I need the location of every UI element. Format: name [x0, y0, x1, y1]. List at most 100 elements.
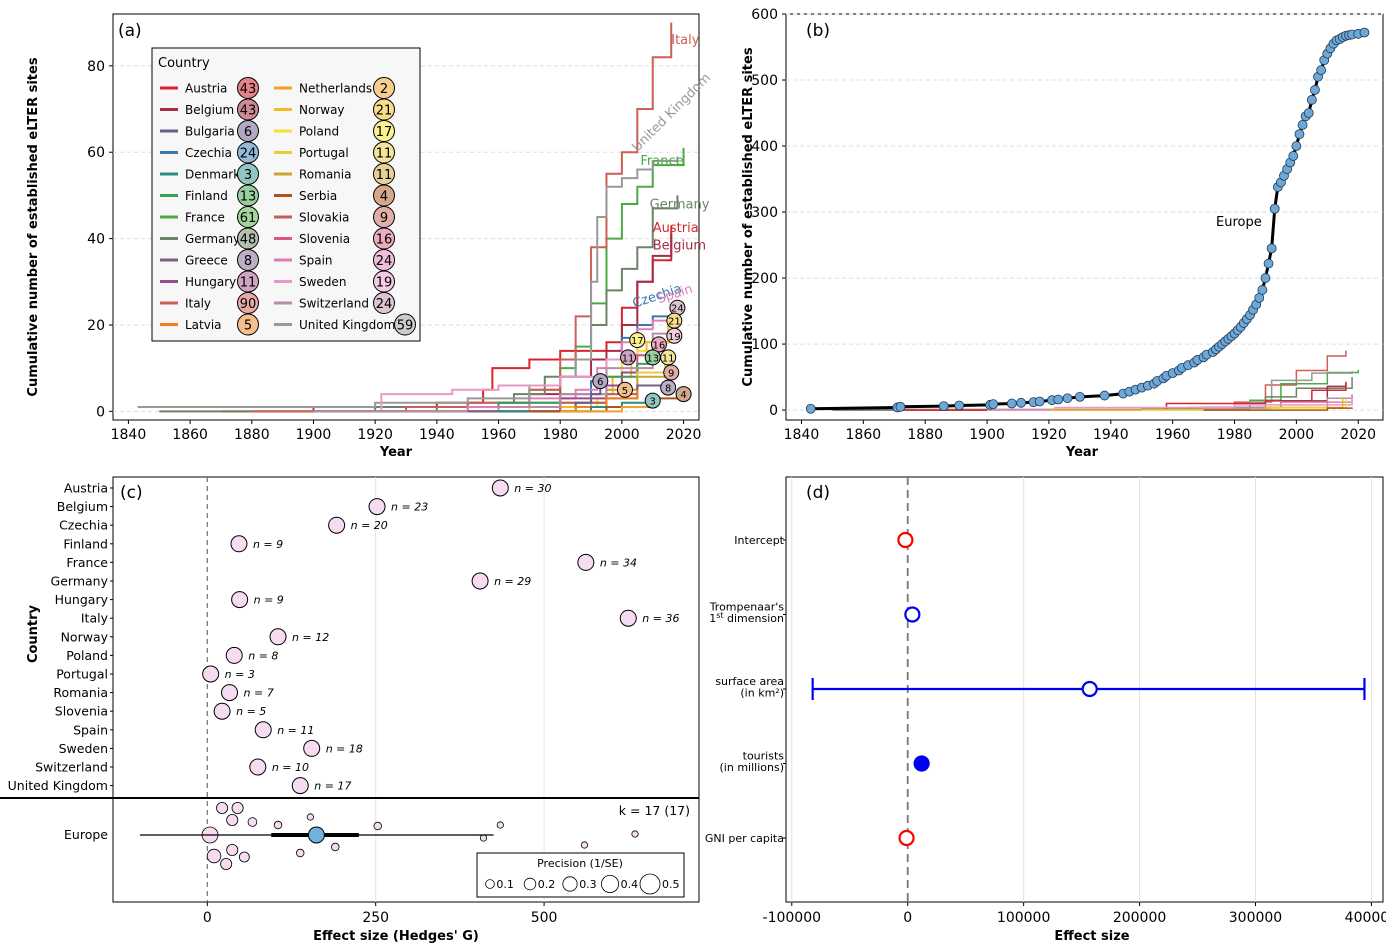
europe-point	[1359, 27, 1370, 38]
precision-legend-circle	[639, 873, 661, 895]
end-badge	[620, 349, 637, 366]
country-label-united-kingdom: United Kingdom	[8, 778, 108, 793]
funnel-point	[216, 802, 229, 815]
end-badge-label: 21	[668, 317, 681, 328]
legend-badge-label: 2	[380, 82, 388, 97]
country-estimate-romania	[221, 684, 239, 702]
funnel-point	[373, 821, 382, 831]
country-estimate-slovenia	[213, 702, 231, 720]
legend-badge	[394, 313, 416, 336]
legend-label-finland: Finland	[185, 189, 228, 203]
europe-point	[1294, 129, 1305, 140]
x-tick-label: 1940	[419, 427, 455, 443]
x-tick-label: 2000	[604, 427, 640, 443]
line-label-belgium: Belgium	[653, 238, 706, 253]
legend-badge-label: 9	[380, 211, 388, 226]
europe-point	[1053, 394, 1064, 405]
precision-legend-circle	[562, 876, 578, 892]
europe-point	[1016, 397, 1026, 408]
funnel-point	[238, 851, 250, 863]
legend-badge-label: 5	[244, 319, 252, 334]
line-label-italy: Italy	[671, 33, 700, 48]
end-badge-label: 13	[646, 353, 659, 364]
legend-title: Country	[158, 56, 210, 71]
x-tick-label: 1840	[111, 427, 147, 443]
legend-label-latvia: Latvia	[185, 318, 222, 332]
legend-badge-label: 6	[244, 125, 252, 140]
n-label-italy: n = 36	[642, 612, 679, 625]
country-estimate-sweden	[303, 739, 321, 757]
y-tick-label: 0	[96, 404, 105, 420]
x-tick-label: 1860	[172, 427, 208, 443]
x-tick-label: 200000	[1113, 910, 1166, 926]
n-label-norway: n = 12	[292, 631, 329, 644]
legend-badge-label: 21	[376, 104, 393, 119]
x-tick-label: 1880	[234, 427, 270, 443]
country-estimate-united-kingdom	[291, 777, 309, 795]
country-estimate-switzerland	[249, 758, 267, 776]
legend-badge-label: 61	[240, 211, 257, 226]
x-tick-label: 1860	[846, 427, 882, 443]
y-tick-label: 80	[87, 59, 105, 75]
country-label-romania: Romania	[53, 685, 108, 700]
n-label-united-kingdom: n = 17	[314, 780, 351, 793]
line-label-austria: Austria	[653, 221, 699, 236]
panel-a-frame	[112, 13, 700, 421]
europe-point	[1288, 151, 1299, 161]
x-tick-label: 1960	[1155, 427, 1191, 443]
country-label-hungary: Hungary	[55, 592, 109, 607]
country-estimate-italy	[619, 609, 637, 627]
funnel-point	[631, 830, 639, 838]
europe-point	[1291, 141, 1302, 151]
panel-c-frame	[112, 476, 700, 903]
x-tick-label: 1880	[907, 427, 943, 443]
funnel-point	[226, 844, 239, 857]
legend-badge-label: 11	[240, 276, 257, 291]
n-label-france: n = 34	[600, 556, 637, 569]
country-label-austria: Austria	[64, 481, 108, 496]
precision-legend-circle	[485, 879, 495, 889]
end-badge	[650, 336, 667, 353]
series-line-united-kingdom	[137, 156, 679, 409]
y-tick-label: 20	[87, 318, 105, 334]
x-tick-label: 2020	[666, 427, 702, 443]
legend-badge-label: 48	[240, 233, 257, 248]
panel-a-y-title: Cumulative number of established eLTER s…	[26, 57, 41, 396]
predictor-label: Intercept	[734, 534, 784, 547]
europe-point	[1269, 203, 1280, 214]
series-line-switzerland	[313, 307, 679, 413]
estimate-tourists-in-millions	[913, 755, 930, 772]
x-tick-label: 2000	[1279, 427, 1315, 443]
panel-b-label: (b)	[806, 21, 830, 41]
panel-b: 0 100 200 300 400 500 600 1840 1860 1880 1900 1920 1…	[751, 7, 1383, 443]
europe-point	[1303, 108, 1314, 118]
legend-badge-label: 24	[376, 297, 393, 312]
estimate-trompenaar-s-1st-dimension	[904, 606, 921, 623]
end-badge	[592, 373, 609, 390]
country-label-portugal: Portugal	[56, 667, 108, 682]
legend-label-germany: Germany	[185, 232, 240, 246]
country-estimate-portugal	[202, 665, 220, 683]
end-badge-label: 3	[650, 397, 656, 408]
n-label-sweden: n = 18	[326, 742, 363, 755]
europe-point	[805, 403, 816, 414]
panel-d-x-title: Effect size	[1054, 929, 1129, 943]
funnel-point	[306, 813, 314, 821]
europe-point	[938, 401, 949, 412]
europe-point	[954, 400, 965, 411]
predictor-label: (in millions)	[720, 761, 784, 774]
x-tick-label: 1920	[1031, 427, 1067, 443]
precision-legend-title: Precision (1/SE)	[537, 857, 623, 870]
country-estimate-spain	[254, 721, 272, 739]
legend-label-switzerland: Switzerland	[299, 297, 369, 311]
country-estimate-france	[577, 553, 595, 571]
y-tick-label: 400	[751, 139, 778, 155]
end-badge-label: 9	[668, 368, 674, 379]
legend-label-sweden: Sweden	[299, 275, 346, 289]
legend-label-bulgaria: Bulgaria	[185, 125, 235, 139]
panel-a-label: (a)	[118, 21, 142, 41]
legend-badge-label: 4	[380, 190, 388, 205]
legend-label-hungary: Hungary	[185, 275, 236, 289]
predictor-label: GNI per capita	[705, 832, 784, 845]
